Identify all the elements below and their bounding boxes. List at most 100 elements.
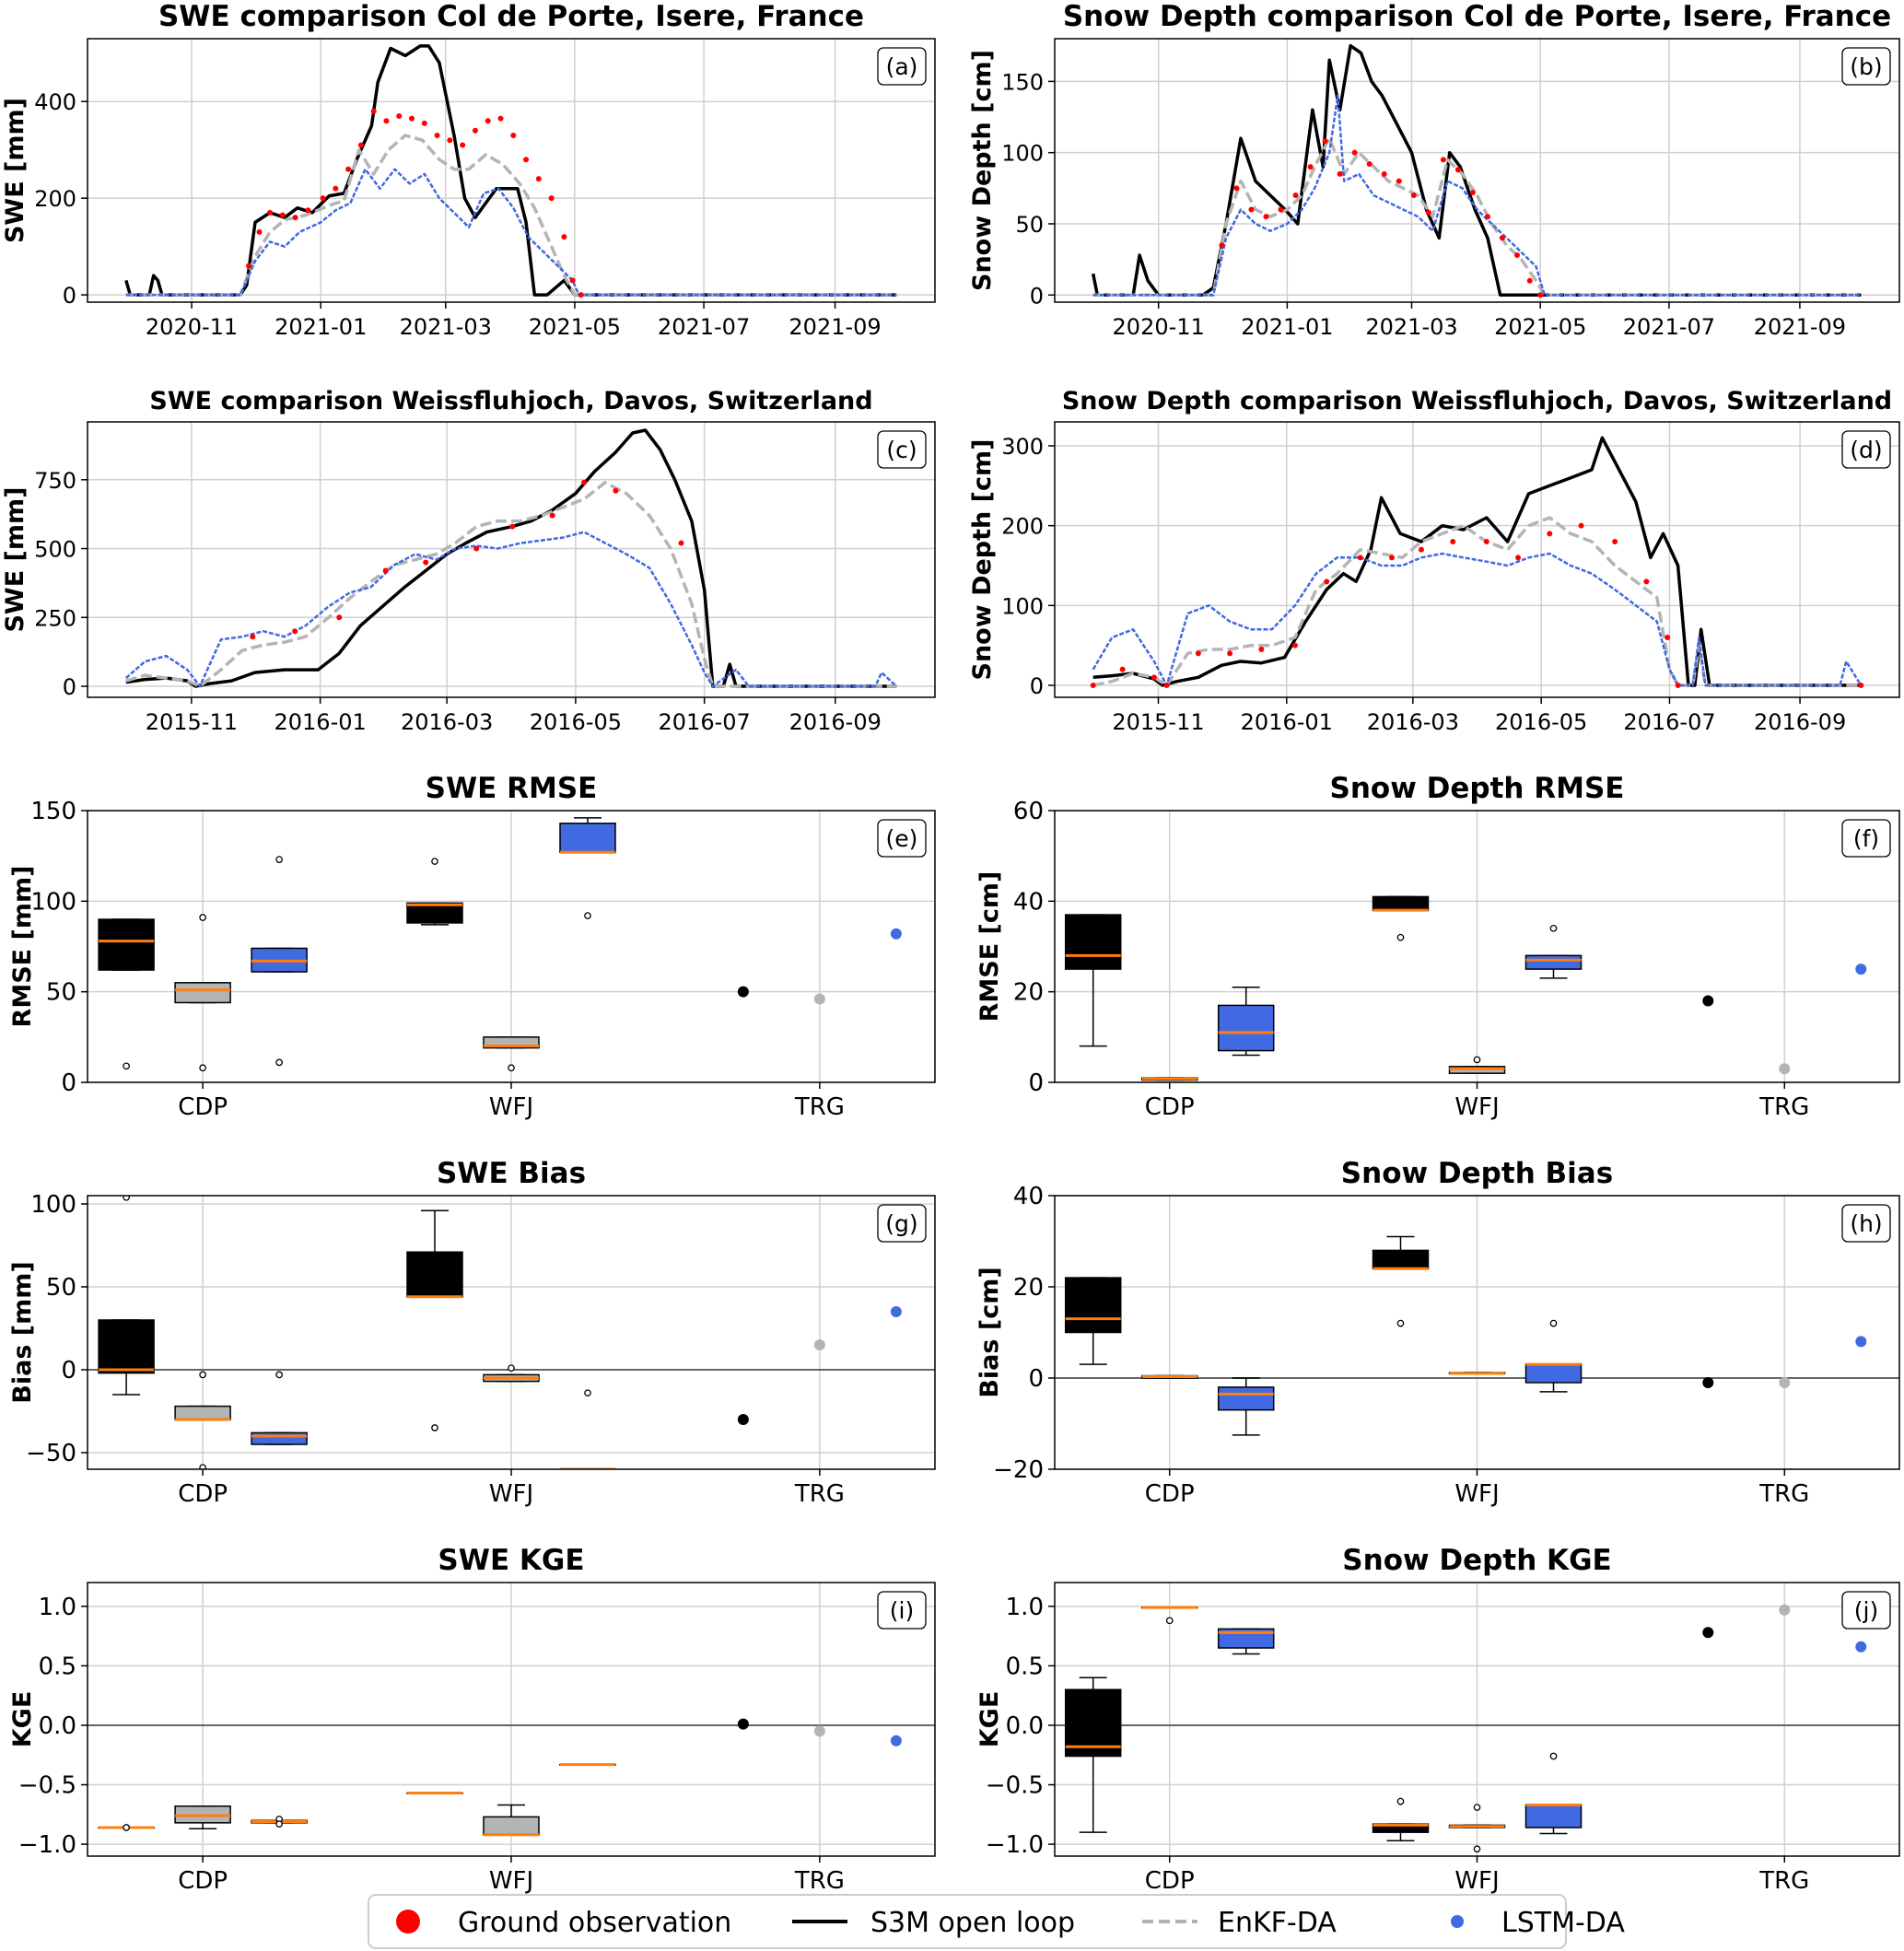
y-tick-label: 0.5 <box>39 1653 76 1680</box>
panel-f: CDP WFJ TRG 0 20 40 60 Snow Depth RMSE RMSE [cm]… <box>975 772 1900 1121</box>
obs-point <box>421 120 427 126</box>
legend-s3m-label: S3M open loop <box>870 1907 1075 1939</box>
box-flier <box>431 1424 438 1431</box>
y-tick-label: 400 <box>34 89 76 115</box>
lstm-point <box>1855 1336 1867 1348</box>
obs-point <box>382 567 389 574</box>
obs-point <box>535 176 542 182</box>
enkf-point <box>1779 1376 1791 1388</box>
obs-point <box>1119 666 1126 672</box>
s3m-box <box>1372 895 1430 911</box>
plot-area <box>1064 895 1867 1081</box>
enkf-series-line <box>125 481 897 688</box>
x-tick-label: CDP <box>178 1867 228 1895</box>
obs-point <box>256 228 263 235</box>
panel-label: (e) <box>886 825 918 852</box>
panel-label: (h) <box>1850 1210 1882 1237</box>
y-tick-label: −1.0 <box>986 1831 1044 1859</box>
box-flier <box>123 1824 130 1831</box>
box-flier <box>1549 1752 1558 1760</box>
legend: Ground observation S3M open loop EnKF-DA… <box>368 1894 1625 1949</box>
enkf-point <box>813 1339 825 1350</box>
panel-c: 2015-11 2016-01 2016-03 2016-05 2016-07 2016-… <box>1 387 936 735</box>
box-flier <box>1396 1319 1405 1327</box>
obs-point <box>1337 170 1343 177</box>
y-tick-label: 40 <box>1013 1183 1044 1210</box>
y-tick-label: 0 <box>1028 1069 1044 1097</box>
plot-area <box>1090 436 1864 688</box>
obs-point <box>434 132 440 138</box>
y-tick-label: 250 <box>34 605 76 631</box>
obs-point <box>1324 578 1330 585</box>
obs-point <box>279 212 286 218</box>
legend-lstm-marker <box>1451 1915 1464 1928</box>
lstm-series-line <box>1092 94 1862 297</box>
box-flier <box>199 1464 206 1469</box>
x-tick-label: TRG <box>1758 1867 1809 1895</box>
panel-label-box <box>1841 430 1891 469</box>
panel-label-box <box>877 47 927 86</box>
y-tick-label: 40 <box>1013 888 1044 916</box>
obs-point <box>1292 193 1299 199</box>
box-flier <box>275 856 283 863</box>
plot-frame <box>1054 421 1900 698</box>
panel-title: SWE KGE <box>438 1544 584 1577</box>
x-tick-label: TRG <box>794 1093 845 1121</box>
obs-point <box>548 195 555 202</box>
x-tick-label: CDP <box>1145 1867 1195 1895</box>
x-tick-label: 2021-09 <box>1754 314 1846 340</box>
enkf-box <box>483 1036 540 1049</box>
y-tick-label: 1.0 <box>1006 1594 1044 1621</box>
lstm-point <box>1855 1641 1867 1653</box>
plot-area <box>1064 1604 1867 1853</box>
obs-point <box>549 512 555 519</box>
box-flier <box>431 858 438 865</box>
obs-point <box>292 215 298 221</box>
x-tick-label: 2020-11 <box>1113 314 1205 340</box>
s3m-point <box>737 986 749 998</box>
s3m-box <box>1064 1277 1122 1334</box>
plot-frame <box>1054 38 1900 303</box>
y-tick-label: 0 <box>63 674 76 700</box>
obs-point <box>1410 193 1417 199</box>
obs-point <box>1469 189 1476 195</box>
y-tick-label: 150 <box>1001 69 1044 95</box>
y-tick-label: −20 <box>993 1456 1044 1484</box>
obs-point <box>1219 242 1225 249</box>
panel-label-box <box>1841 1591 1891 1630</box>
x-tick-label: 2016-07 <box>659 709 751 735</box>
obs-point <box>1425 209 1431 216</box>
panel-title: SWE Bias <box>437 1157 586 1190</box>
x-tick-label: 2021-09 <box>788 314 881 340</box>
s3m-box <box>1372 1249 1430 1269</box>
obs-point <box>561 234 567 240</box>
box-flier <box>1549 1319 1558 1327</box>
obs-point <box>345 166 352 172</box>
obs-point <box>1163 683 1170 688</box>
obs-point <box>267 209 274 216</box>
obs-point <box>409 115 415 122</box>
box-flier <box>1165 1617 1174 1625</box>
obs-point <box>1483 539 1489 544</box>
lstm-box <box>1524 1363 1583 1384</box>
x-tick-label: CDP <box>178 1480 228 1508</box>
obs-point <box>497 115 504 122</box>
panel-label-box <box>1841 47 1891 86</box>
obs-point <box>396 112 403 119</box>
obs-point <box>383 118 390 124</box>
y-axis-label: KGE <box>975 1691 1004 1748</box>
box-flier <box>584 912 591 919</box>
y-tick-label: −1.0 <box>18 1831 76 1859</box>
obs-point <box>1263 214 1269 220</box>
obs-point <box>370 108 377 114</box>
obs-point <box>578 292 584 298</box>
obs-point <box>510 132 517 138</box>
x-tick-label: 2021-07 <box>1623 314 1715 340</box>
y-axis-label: SWE [mm] <box>1 486 29 632</box>
panel-h: CDP WFJ TRG −20 0 20 40 Snow Depth Bias Bias [cm… <box>975 1157 1900 1508</box>
plot-area <box>1091 43 1862 298</box>
y-tick-label: 60 <box>1013 798 1044 825</box>
lstm-point <box>890 1735 902 1747</box>
panel-label-box <box>877 430 927 469</box>
